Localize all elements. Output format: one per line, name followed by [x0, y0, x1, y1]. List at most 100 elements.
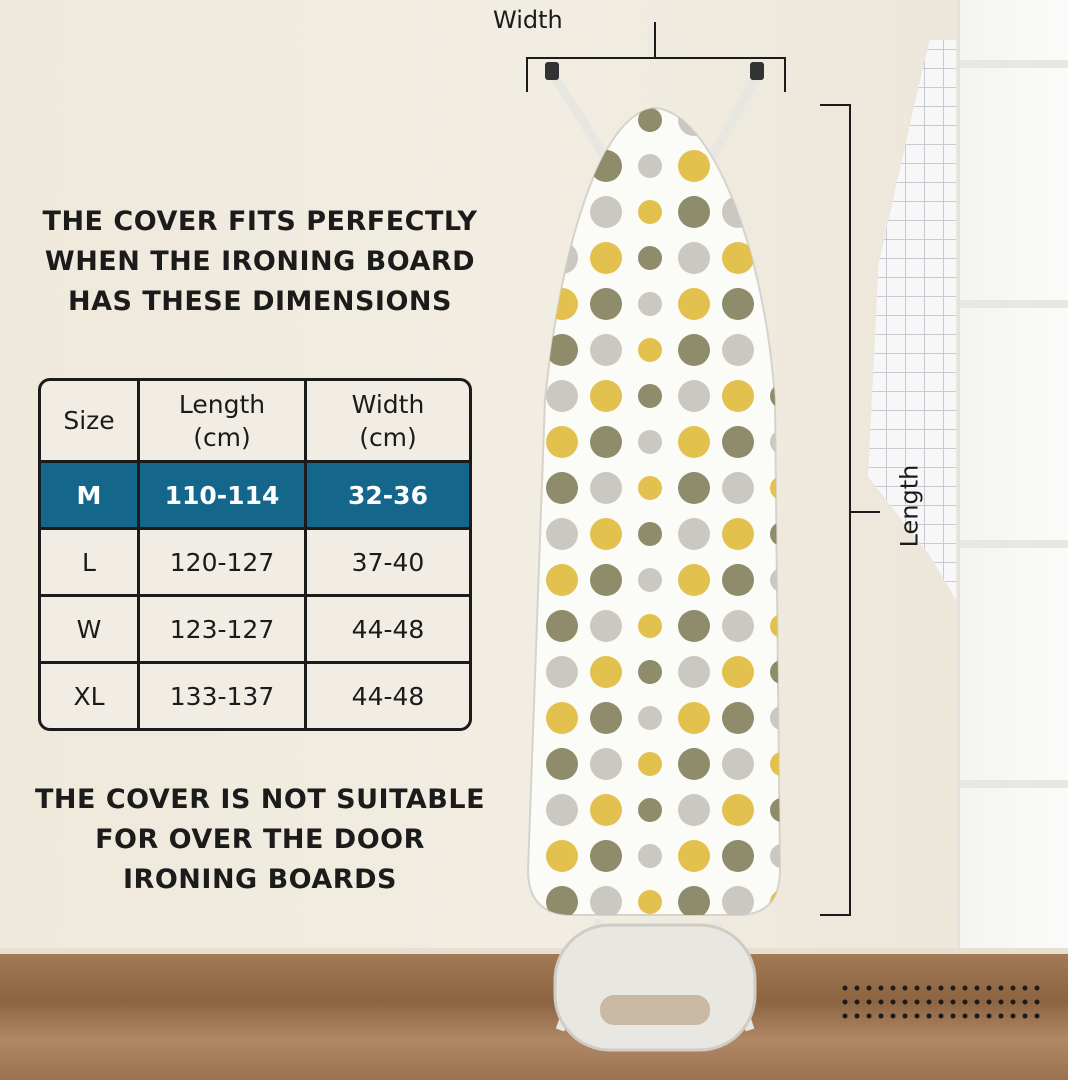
- pattern-dot: [590, 288, 622, 320]
- deco-dot: [878, 985, 884, 991]
- cell-length: 110-114: [140, 463, 307, 530]
- pattern-dot: [770, 338, 780, 362]
- pattern-dot: [770, 890, 780, 914]
- pattern-dot: [722, 288, 754, 320]
- deco-dot: [998, 1013, 1004, 1019]
- pattern-dot: [770, 706, 780, 730]
- pattern-dot: [546, 748, 578, 780]
- background-shelf: [958, 0, 1068, 1080]
- pattern-dot: [590, 702, 622, 734]
- pattern-dot: [678, 564, 710, 596]
- pattern-dot: [638, 384, 662, 408]
- pattern-dot: [638, 890, 662, 914]
- table-header-row: Size Length (cm) Width (cm): [41, 381, 469, 463]
- pattern-dot: [678, 840, 710, 872]
- pattern-dot: [590, 610, 622, 642]
- pattern-dot: [590, 426, 622, 458]
- pattern-dot: [770, 430, 780, 454]
- pattern-dot: [546, 564, 578, 596]
- pattern-dot: [722, 840, 754, 872]
- pattern-dot: [590, 794, 622, 826]
- pattern-dot: [638, 292, 662, 316]
- pattern-dot: [722, 656, 754, 688]
- cell-size: XL: [41, 664, 140, 728]
- pattern-dot: [590, 196, 622, 228]
- deco-dot: [1010, 985, 1016, 991]
- pattern-dot: [638, 246, 662, 270]
- pattern-dot: [722, 426, 754, 458]
- foot-handle: [600, 995, 710, 1025]
- deco-dot: [974, 985, 980, 991]
- pattern-dot: [678, 656, 710, 688]
- deco-dot: [986, 1013, 992, 1019]
- pattern-dot: [590, 108, 622, 136]
- table-row: XL 133-137 44-48: [41, 664, 469, 728]
- pattern-dot: [722, 334, 754, 366]
- pattern-dot: [546, 380, 578, 412]
- pattern-dot: [590, 886, 622, 915]
- cell-size: M: [41, 463, 140, 530]
- deco-dot: [866, 999, 872, 1005]
- pattern-dot: [546, 150, 578, 182]
- pattern-dot: [546, 886, 578, 915]
- dimension-lines: [526, 22, 880, 916]
- pattern-dot: [546, 472, 578, 504]
- cell-width: 37-40: [307, 530, 469, 597]
- headline-line: FOR OVER THE DOOR: [95, 824, 425, 855]
- deco-dot: [842, 1013, 848, 1019]
- headline-line: THE COVER FITS PERFECTLY: [42, 206, 478, 237]
- deco-dot: [854, 999, 860, 1005]
- pattern-dot: [638, 706, 662, 730]
- deco-dot: [938, 1013, 944, 1019]
- pattern-dot: [678, 150, 710, 182]
- deco-dot: [902, 985, 908, 991]
- warning-headline: THE COVER IS NOT SUITABLE FOR OVER THE D…: [20, 780, 500, 900]
- pattern-dot: [638, 154, 662, 178]
- cell-length: 133-137: [140, 664, 307, 728]
- pattern-dot: [770, 246, 780, 270]
- cell-length: 120-127: [140, 530, 307, 597]
- decorative-dots: [842, 985, 1040, 1019]
- deco-dot: [962, 999, 968, 1005]
- pattern-dot: [638, 430, 662, 454]
- pattern-dot: [770, 614, 780, 638]
- deco-dot: [890, 985, 896, 991]
- header-size: Size: [41, 381, 140, 463]
- deco-dot: [914, 1013, 920, 1019]
- cell-width: 32-36: [307, 463, 469, 530]
- deco-dot: [986, 999, 992, 1005]
- pattern-dot: [678, 426, 710, 458]
- pattern-dot: [638, 844, 662, 868]
- deco-dot: [1034, 999, 1040, 1005]
- deco-dot: [914, 985, 920, 991]
- pattern-dot: [678, 380, 710, 412]
- pattern-dot: [770, 844, 780, 868]
- pattern-dot: [678, 886, 710, 915]
- deco-dot: [926, 999, 932, 1005]
- length-bracket: [820, 104, 851, 916]
- pattern-dot: [638, 568, 662, 592]
- pattern-dot: [770, 660, 780, 684]
- size-table: Size Length (cm) Width (cm) M 110-114 32-3…: [38, 378, 472, 731]
- pattern-dot: [722, 702, 754, 734]
- header-length: Length (cm): [140, 381, 307, 463]
- pattern-dot: [678, 196, 710, 228]
- pattern-dot: [546, 840, 578, 872]
- pattern-dot: [638, 200, 662, 224]
- pattern-dot: [590, 564, 622, 596]
- pattern-dot: [678, 472, 710, 504]
- pattern-dot: [546, 702, 578, 734]
- deco-dot: [974, 999, 980, 1005]
- pattern-dot: [770, 522, 780, 546]
- deco-dot: [1034, 1013, 1040, 1019]
- deco-dot: [866, 1013, 872, 1019]
- headline-line: WHEN THE IRONING BOARD: [44, 246, 476, 277]
- deco-dot: [998, 999, 1004, 1005]
- deco-dot: [974, 1013, 980, 1019]
- pattern-dot: [546, 518, 578, 550]
- deco-dot: [1022, 1013, 1028, 1019]
- wooden-floor: [0, 948, 1068, 1080]
- deco-dot: [962, 985, 968, 991]
- deco-dot: [866, 985, 872, 991]
- pattern-dot: [590, 242, 622, 274]
